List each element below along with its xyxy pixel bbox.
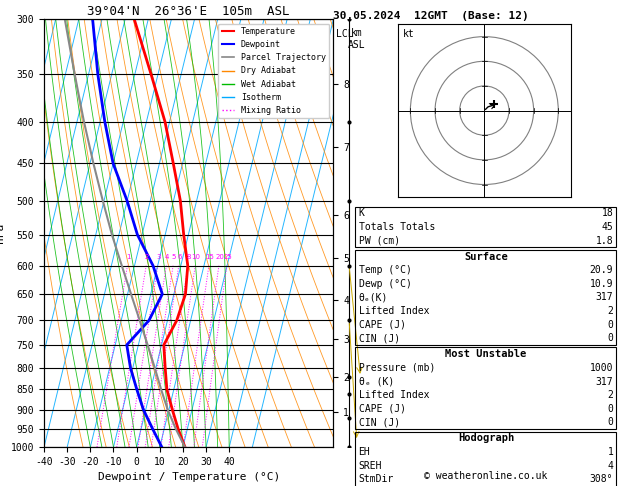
Text: 0: 0 (608, 417, 613, 427)
Title: 39°04'N  26°36'E  105m  ASL: 39°04'N 26°36'E 105m ASL (87, 5, 290, 18)
Text: 20: 20 (215, 254, 224, 260)
Text: 1: 1 (126, 254, 131, 260)
Text: θₑ (K): θₑ (K) (359, 377, 394, 386)
Text: θₑ(K): θₑ(K) (359, 293, 388, 302)
Text: Temp (°C): Temp (°C) (359, 265, 411, 275)
Text: 15: 15 (205, 254, 214, 260)
Y-axis label: hPa: hPa (0, 223, 5, 243)
Text: 2: 2 (608, 390, 613, 400)
Text: CAPE (J): CAPE (J) (359, 320, 406, 330)
Text: 2: 2 (608, 306, 613, 316)
Text: © weatheronline.co.uk: © weatheronline.co.uk (424, 471, 548, 481)
Text: CAPE (J): CAPE (J) (359, 404, 406, 414)
Text: 2: 2 (145, 254, 149, 260)
Text: Lifted Index: Lifted Index (359, 390, 429, 400)
Text: 317: 317 (596, 293, 613, 302)
Text: Most Unstable: Most Unstable (445, 349, 526, 359)
Text: 45: 45 (601, 222, 613, 232)
Text: 3: 3 (157, 254, 161, 260)
Text: 25: 25 (223, 254, 232, 260)
Text: StmDir: StmDir (359, 474, 394, 484)
X-axis label: Dewpoint / Temperature (°C): Dewpoint / Temperature (°C) (97, 472, 280, 483)
Text: Surface: Surface (464, 252, 508, 261)
Text: 0: 0 (608, 333, 613, 343)
Text: SREH: SREH (359, 461, 382, 470)
Text: 4: 4 (165, 254, 169, 260)
Text: 20.9: 20.9 (590, 265, 613, 275)
Text: 0: 0 (608, 320, 613, 330)
Text: kt: kt (403, 29, 415, 38)
Text: Lifted Index: Lifted Index (359, 306, 429, 316)
Text: Totals Totals: Totals Totals (359, 222, 435, 232)
Text: PW (cm): PW (cm) (359, 236, 399, 245)
Text: 4: 4 (608, 461, 613, 470)
Text: 0: 0 (608, 404, 613, 414)
Text: 10.9: 10.9 (590, 279, 613, 289)
Text: 18: 18 (601, 208, 613, 218)
Text: K: K (359, 208, 364, 218)
Text: 30.05.2024  12GMT  (Base: 12): 30.05.2024 12GMT (Base: 12) (333, 11, 529, 21)
Text: Hodograph: Hodograph (458, 434, 514, 443)
Text: 308°: 308° (590, 474, 613, 484)
Text: 1000: 1000 (590, 363, 613, 373)
Text: 6: 6 (177, 254, 182, 260)
Legend: Temperature, Dewpoint, Parcel Trajectory, Dry Adiabat, Wet Adiabat, Isotherm, Mi: Temperature, Dewpoint, Parcel Trajectory… (218, 24, 329, 118)
Text: CIN (J): CIN (J) (359, 333, 399, 343)
Text: Dewp (°C): Dewp (°C) (359, 279, 411, 289)
Text: LCL: LCL (337, 29, 354, 39)
Text: 1.8: 1.8 (596, 236, 613, 245)
Text: CIN (J): CIN (J) (359, 417, 399, 427)
Text: 1: 1 (608, 447, 613, 457)
Text: 317: 317 (596, 377, 613, 386)
Y-axis label: km
ASL: km ASL (348, 28, 365, 50)
Text: 10: 10 (192, 254, 201, 260)
Text: EH: EH (359, 447, 370, 457)
Text: 8: 8 (187, 254, 191, 260)
Text: Pressure (mb): Pressure (mb) (359, 363, 435, 373)
Text: 5: 5 (172, 254, 176, 260)
